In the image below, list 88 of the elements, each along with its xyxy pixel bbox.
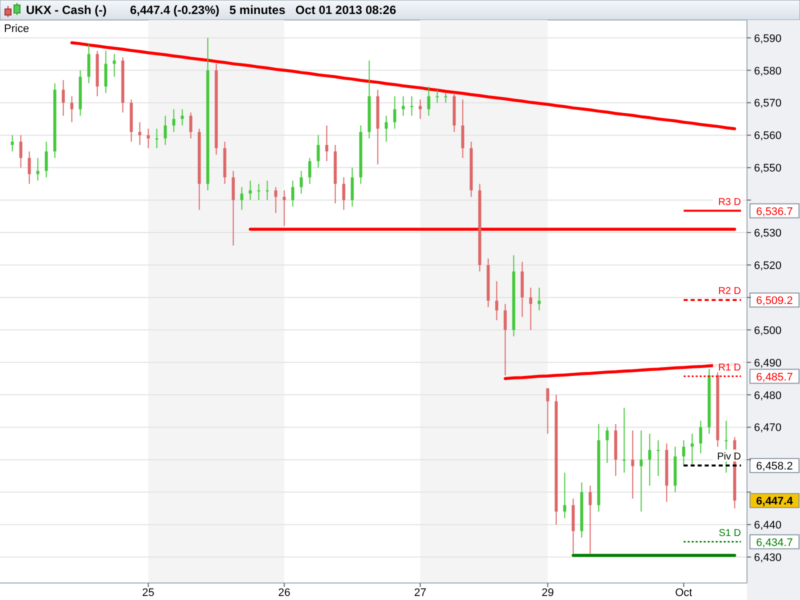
candlestick — [164, 115, 167, 146]
candlestick — [563, 472, 566, 519]
candlestick — [384, 115, 388, 142]
candlestick — [418, 99, 422, 120]
candlestick — [436, 89, 439, 104]
ref-line-label: R3 D — [718, 196, 741, 208]
candlestick — [588, 485, 592, 554]
y-tick-label: 6,500 — [754, 324, 782, 337]
candlestick — [112, 54, 116, 78]
candlestick — [495, 280, 498, 321]
line-series — [70, 41, 736, 130]
text: 6,434.7 — [756, 536, 793, 549]
candlestick — [606, 426, 609, 464]
text: 6,509.2 — [756, 295, 793, 308]
candlestick — [282, 190, 286, 227]
candlestick — [155, 128, 158, 149]
candlestick — [316, 134, 320, 168]
y-tick-label: 6,560 — [754, 130, 782, 142]
candlestick — [631, 430, 634, 500]
y-axis-title: Price — [4, 23, 30, 35]
candlestick — [461, 99, 464, 158]
candlestick — [393, 96, 396, 130]
candlestick — [538, 287, 541, 311]
candlestick — [248, 180, 252, 201]
candlestick — [36, 157, 40, 182]
text: 6,447.4 — [756, 496, 794, 508]
x-tick-label: 25 — [142, 587, 154, 599]
y-tick-label: 6,530 — [754, 228, 782, 240]
candlestick — [104, 50, 108, 94]
candlestick — [640, 430, 643, 512]
candlestick — [427, 86, 430, 116]
candlestick — [146, 128, 150, 149]
candlestick — [44, 141, 48, 178]
candlestick — [444, 92, 448, 104]
candlestick — [402, 96, 405, 116]
y-tick-label: 6,480 — [754, 390, 782, 402]
text: 6,485.7 — [756, 371, 793, 384]
candlestick — [189, 112, 192, 139]
chart-subtitle: 6,447.4 (-0.23%) 5 minutes Oct 01 2013 08:26 — [130, 3, 396, 17]
chart-title: UKX - Cash (-) — [26, 3, 107, 17]
y-tick-label: 6,520 — [754, 260, 782, 272]
candlestick — [300, 170, 303, 194]
candlestick — [350, 167, 354, 208]
candlestick — [656, 440, 660, 476]
text: 6,536.7 — [756, 206, 793, 218]
candlestick — [240, 186, 244, 210]
y-tick-label: 6,580 — [754, 65, 782, 78]
ref-line-label: R2 D — [718, 286, 741, 298]
y-tick-label: 6,470 — [754, 422, 782, 434]
candlestick — [682, 440, 686, 467]
candlestick — [291, 180, 294, 208]
y-tick-label: 6,550 — [754, 162, 782, 175]
candlestick — [257, 183, 260, 201]
candlestick — [690, 433, 694, 467]
y-tick-label: 6,590 — [754, 32, 782, 45]
ref-line-label: Piv D — [717, 452, 741, 463]
candlestick — [325, 124, 328, 162]
x-tick-label: 29 — [542, 587, 554, 599]
candlestick — [622, 407, 626, 474]
candlestick — [232, 170, 235, 246]
candlestick — [28, 150, 31, 184]
candlestick — [266, 180, 269, 201]
candlestick — [546, 388, 550, 434]
candlestick — [87, 44, 90, 84]
candlestick — [62, 80, 65, 116]
candlestick — [70, 96, 74, 123]
y-tick-label: 6,430 — [754, 552, 782, 564]
x-tick-label: 26 — [278, 587, 290, 599]
x-tick-label: 27 — [414, 587, 426, 599]
x-tick-label: Oct — [675, 587, 692, 599]
y-tick-label: 6,490 — [754, 357, 782, 370]
text: 6,458.2 — [756, 460, 793, 473]
candlestick — [308, 157, 312, 184]
candlestick — [274, 186, 278, 214]
candlestick — [342, 176, 346, 210]
candlestick — [410, 96, 414, 116]
candlestick — [10, 134, 14, 152]
ref-line-label: S1 D — [718, 528, 741, 539]
candlestick — [529, 287, 532, 330]
candlestick — [138, 122, 142, 146]
candlestick — [699, 420, 702, 454]
y-tick-label: 6,440 — [754, 520, 782, 532]
y-tick-label: 6,570 — [754, 98, 782, 110]
candlestick — [504, 303, 507, 376]
candlestick — [19, 134, 22, 168]
candlestick — [648, 433, 652, 486]
candlestick — [180, 108, 184, 126]
candlestick — [172, 108, 176, 132]
